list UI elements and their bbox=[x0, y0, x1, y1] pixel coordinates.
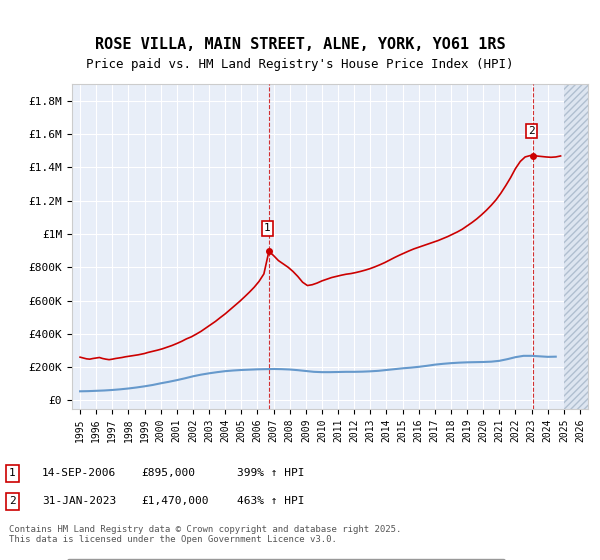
Text: 1: 1 bbox=[264, 223, 271, 234]
Text: 463% ↑ HPI: 463% ↑ HPI bbox=[237, 496, 305, 506]
Text: £895,000: £895,000 bbox=[141, 468, 195, 478]
Text: 2: 2 bbox=[9, 496, 16, 506]
Text: 31-JAN-2023: 31-JAN-2023 bbox=[42, 496, 116, 506]
Text: 399% ↑ HPI: 399% ↑ HPI bbox=[237, 468, 305, 478]
Bar bbox=[564, 84, 596, 409]
Text: Price paid vs. HM Land Registry's House Price Index (HPI): Price paid vs. HM Land Registry's House … bbox=[86, 58, 514, 71]
Text: 1: 1 bbox=[9, 468, 16, 478]
Text: Contains HM Land Registry data © Crown copyright and database right 2025.
This d: Contains HM Land Registry data © Crown c… bbox=[9, 525, 401, 544]
Text: 2: 2 bbox=[528, 126, 535, 136]
Text: ROSE VILLA, MAIN STREET, ALNE, YORK, YO61 1RS: ROSE VILLA, MAIN STREET, ALNE, YORK, YO6… bbox=[95, 38, 505, 52]
Legend: ROSE VILLA, MAIN STREET, ALNE, YORK, YO61 1RS (semi-detached house), HPI: Averag: ROSE VILLA, MAIN STREET, ALNE, YORK, YO6… bbox=[67, 559, 505, 560]
Text: 14-SEP-2006: 14-SEP-2006 bbox=[42, 468, 116, 478]
Text: £1,470,000: £1,470,000 bbox=[141, 496, 209, 506]
